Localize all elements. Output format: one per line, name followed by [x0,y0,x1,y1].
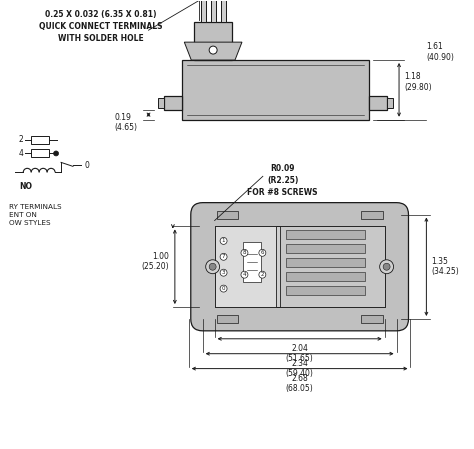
Text: 2: 2 [261,272,264,277]
Circle shape [259,249,266,256]
Bar [211,0,216,22]
Text: 0: 0 [222,286,225,291]
Text: RY TERMINALS
ENT ON
OW STYLES: RY TERMINALS ENT ON OW STYLES [9,204,62,226]
Text: 6: 6 [261,251,264,255]
Circle shape [220,269,227,276]
Text: 4: 4 [19,149,24,158]
Bar [286,230,365,239]
Text: 0.25 X 0.032 (6.35 X 0.81)
QUICK CONNECT TERMINALS
WITH SOLDER HOLE: 0.25 X 0.032 (6.35 X 0.81) QUICK CONNECT… [39,10,163,43]
Bar [164,96,182,110]
Bar [286,286,365,295]
Bar [244,242,261,282]
Circle shape [259,271,266,278]
Circle shape [220,253,227,260]
Bar [280,226,384,307]
Bar [369,96,387,110]
Polygon shape [184,42,242,60]
Text: 2.34
(59.40): 2.34 (59.40) [286,359,314,378]
Bar [217,211,238,219]
Circle shape [241,271,248,278]
Text: 4: 4 [243,272,246,277]
Text: 1.61
(40.90): 1.61 (40.90) [426,42,454,62]
Bar [286,258,365,267]
Bar [215,226,384,307]
Circle shape [220,238,227,244]
Bar [31,150,49,158]
Text: 7: 7 [222,254,225,260]
Text: 0.19
(4.65): 0.19 (4.65) [115,113,138,132]
Bar [215,226,276,307]
Text: 1.18
(29.80): 1.18 (29.80) [404,72,432,92]
Circle shape [54,151,59,156]
Bar [31,136,49,144]
Circle shape [380,260,393,274]
Text: 1: 1 [222,238,225,243]
Bar [286,244,365,253]
Bar [182,60,369,119]
Circle shape [209,46,217,54]
Text: 1.00
(25.20): 1.00 (25.20) [141,252,169,272]
Circle shape [209,263,216,270]
Bar [361,315,383,323]
Text: R0.09
(R2.25)
FOR #8 SCREWS: R0.09 (R2.25) FOR #8 SCREWS [247,164,318,197]
Text: 0: 0 [85,161,90,170]
Circle shape [383,263,390,270]
Bar [158,98,164,108]
Text: 2.68
(68.05): 2.68 (68.05) [286,374,313,393]
Text: 8: 8 [243,251,246,255]
Text: 3: 3 [222,270,225,275]
FancyBboxPatch shape [191,202,409,331]
Bar [286,272,365,281]
Bar [361,211,383,219]
Bar [194,22,232,60]
Bar [217,315,238,323]
Bar [221,0,226,22]
Circle shape [220,285,227,292]
Circle shape [206,260,219,274]
Circle shape [241,249,248,256]
Text: 2.04
(51.65): 2.04 (51.65) [286,344,313,363]
Text: NO: NO [19,182,32,191]
Bar [201,0,206,22]
Bar [387,98,393,108]
Text: 2: 2 [19,135,24,144]
Text: 1.35
(34.25): 1.35 (34.25) [431,257,459,277]
